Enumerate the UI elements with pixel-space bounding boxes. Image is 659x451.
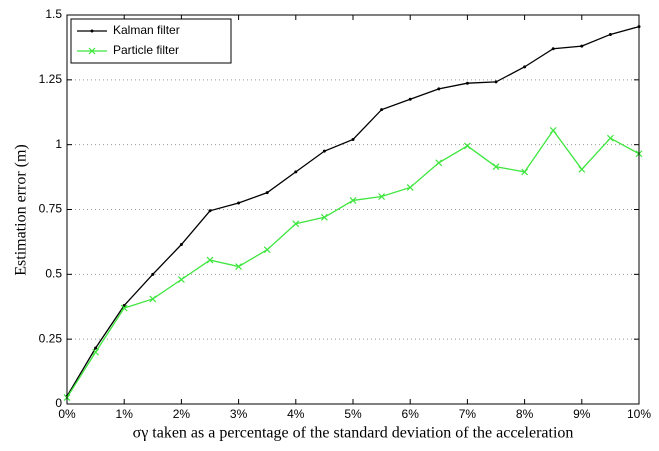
y-tick-label: 1	[55, 137, 62, 151]
marker	[235, 263, 243, 270]
marker	[94, 346, 98, 350]
x-tick-label: 1%	[116, 407, 134, 421]
marker	[179, 243, 183, 247]
x-tick-label: 4%	[287, 407, 305, 421]
y-tick-label: 0.75	[39, 202, 63, 216]
marker	[406, 184, 414, 191]
marker	[122, 303, 126, 307]
x-axis-label: σγ taken as a percentage of the standard…	[133, 425, 574, 442]
legend-marker	[90, 29, 94, 33]
x-tick-label: 5%	[344, 407, 362, 421]
x-tick-label: 7%	[459, 407, 477, 421]
y-tick-label: 0.25	[39, 331, 63, 345]
y-tick-label: 1.25	[39, 72, 63, 86]
legend-label: Particle filter	[113, 43, 179, 57]
plot-area	[67, 15, 639, 404]
marker	[149, 295, 157, 303]
x-tick-label: 8%	[516, 407, 534, 421]
marker	[435, 159, 443, 167]
marker	[580, 44, 584, 48]
marker	[380, 108, 384, 112]
marker	[463, 142, 471, 150]
marker	[378, 193, 386, 200]
plot-frame	[66, 14, 640, 405]
marker	[322, 149, 326, 153]
marker	[120, 304, 128, 312]
marker	[265, 191, 269, 195]
marker	[92, 348, 100, 356]
marker	[208, 209, 212, 213]
x-tick-label: 10%	[627, 407, 651, 421]
y-tick-label: 0	[55, 396, 62, 410]
y-tick-label: 0.5	[45, 267, 62, 281]
marker	[465, 81, 469, 85]
marker	[151, 272, 155, 276]
marker	[349, 196, 357, 204]
marker	[549, 126, 557, 134]
marker	[263, 246, 271, 254]
y-axis-label: Estimation error (m)	[13, 144, 30, 276]
marker	[492, 163, 500, 171]
marker	[351, 137, 355, 141]
marker	[408, 97, 412, 101]
legend-label: Kalman filter	[113, 23, 180, 37]
marker	[578, 165, 586, 173]
marker	[177, 276, 185, 283]
x-tick-label: 6%	[402, 407, 420, 421]
marker	[521, 168, 529, 176]
y-tick-label: 1.5	[45, 7, 62, 21]
marker	[292, 220, 300, 228]
marker	[237, 201, 241, 205]
marker	[551, 47, 555, 51]
marker	[320, 213, 328, 221]
marker	[294, 170, 298, 174]
marker	[606, 134, 614, 142]
marker	[608, 32, 612, 36]
legend-box	[70, 18, 232, 64]
x-tick-label: 0%	[58, 407, 76, 421]
legend-marker	[88, 47, 96, 55]
marker	[523, 65, 527, 69]
x-tick-label: 3%	[230, 407, 248, 421]
x-tick-label: 2%	[173, 407, 191, 421]
marker	[437, 87, 441, 91]
x-tick-label: 9%	[573, 407, 591, 421]
marker	[494, 80, 498, 84]
marker	[206, 256, 214, 264]
